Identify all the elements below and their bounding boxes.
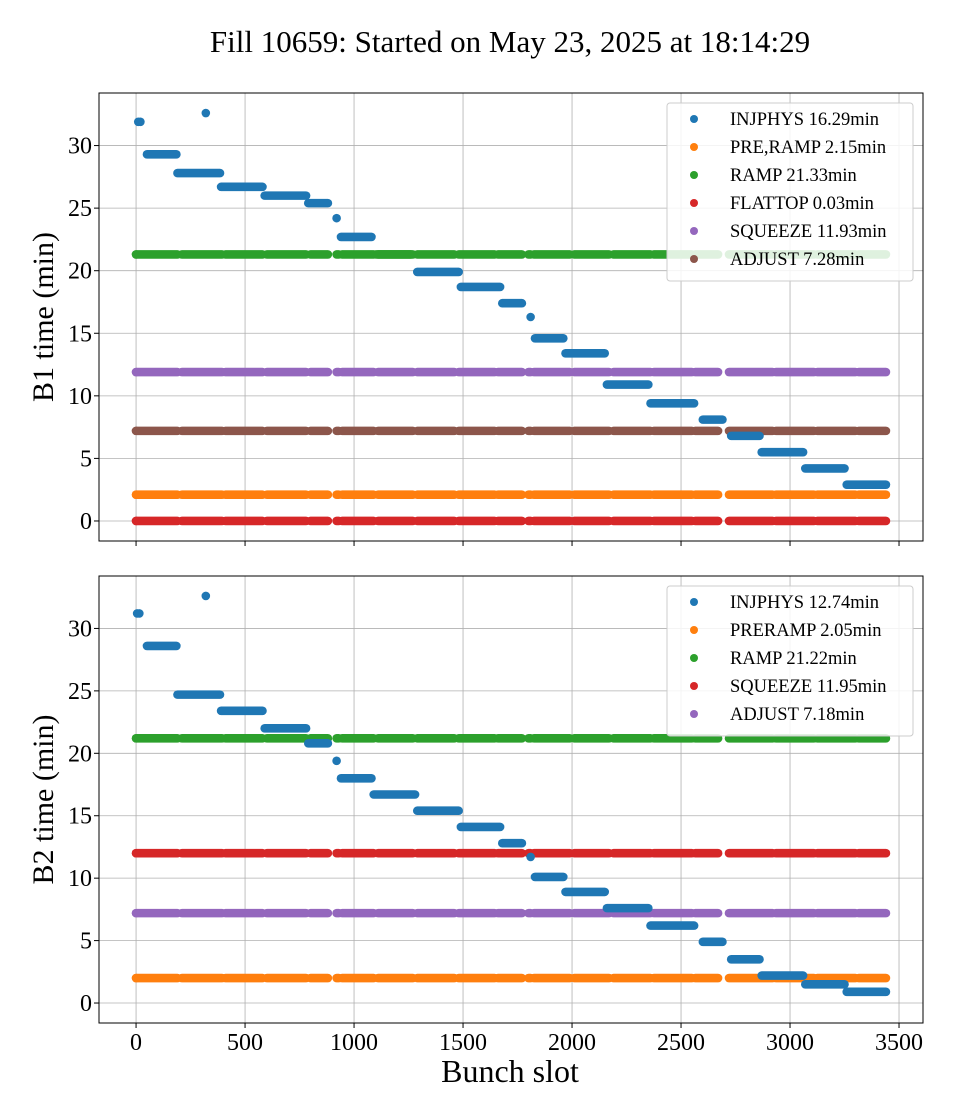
legend-box bbox=[666, 585, 914, 737]
series-injphys-point bbox=[135, 609, 144, 618]
x-tick-label: 3000 bbox=[766, 1030, 814, 1056]
legend-marker bbox=[690, 710, 698, 718]
y-tick-label: 25 bbox=[68, 679, 92, 705]
panel-b1: 0 5 10 15 20 25 30 B1 time (min) INJPHYS 16.29mi… bbox=[27, 92, 924, 546]
x-axis-label: Bunch slot bbox=[441, 1053, 579, 1089]
series-injphys-point bbox=[136, 117, 145, 127]
series-injphys-point bbox=[526, 312, 535, 322]
y-tick-label: 0 bbox=[80, 991, 92, 1017]
legend: INJPHYS 16.29min PRE,RAMP 2.15min RAMP 21.… bbox=[666, 102, 914, 282]
series-injphys-point bbox=[332, 756, 341, 766]
legend-label: PRE,RAMP 2.15min bbox=[730, 138, 886, 158]
series-adjust-point bbox=[131, 426, 141, 436]
y-axis-label: B2 time (min) bbox=[27, 715, 60, 885]
series-injphys-point bbox=[332, 213, 341, 223]
y-tick-label: 20 bbox=[68, 259, 92, 285]
legend-label: ADJUST 7.18min bbox=[730, 705, 864, 725]
legend-marker bbox=[690, 654, 698, 662]
panel-b2: 0 500 1000 1500 2000 2500 3000 3500 0 5 10 15 20 25 30… bbox=[27, 575, 924, 1056]
legend-marker bbox=[690, 115, 698, 123]
legend-marker bbox=[690, 227, 698, 235]
y-tick-label: 30 bbox=[68, 134, 92, 160]
y-tick-label: 30 bbox=[68, 616, 92, 642]
legend-marker bbox=[690, 682, 698, 690]
legend-marker bbox=[690, 255, 698, 263]
x-tick-label: 2000 bbox=[548, 1030, 596, 1056]
series-injphys-point bbox=[201, 108, 211, 118]
series-pre,ramp-point bbox=[131, 490, 141, 499]
legend-label: FLATTOP 0.03min bbox=[730, 194, 874, 214]
y-tick-label: 0 bbox=[80, 509, 92, 535]
y-tick-label: 20 bbox=[68, 741, 92, 767]
x-tick-label: 1500 bbox=[439, 1030, 487, 1056]
series-ramp-point bbox=[131, 250, 141, 259]
legend-box bbox=[666, 102, 914, 282]
y-tick-label: 15 bbox=[68, 804, 92, 830]
x-tick-label: 3500 bbox=[875, 1030, 923, 1056]
x-tick-label: 500 bbox=[227, 1030, 263, 1056]
legend-label: SQUEEZE 11.95min bbox=[730, 677, 887, 697]
y-tick-label: 10 bbox=[68, 866, 92, 892]
y-tick-label: 25 bbox=[68, 196, 92, 222]
legend-label: RAMP 21.33min bbox=[730, 166, 857, 186]
chart-title: Fill 10659: Started on May 23, 2025 at 1… bbox=[210, 24, 810, 59]
legend-label: ADJUST 7.28min bbox=[730, 250, 864, 270]
plot-frame bbox=[98, 92, 924, 542]
series-preramp-point bbox=[131, 973, 141, 983]
y-tick-label: 15 bbox=[68, 321, 92, 347]
legend-label: PRERAMP 2.05min bbox=[730, 621, 881, 641]
y-tick-label: 5 bbox=[80, 929, 92, 955]
series-adjust-point bbox=[131, 908, 141, 918]
legend: INJPHYS 12.74min PRERAMP 2.05min RAMP 21.2… bbox=[666, 585, 914, 737]
series-ramp-point bbox=[131, 734, 141, 743]
y-tick-label: 5 bbox=[80, 446, 92, 472]
legend-marker bbox=[690, 171, 698, 179]
series-squeeze-point bbox=[131, 367, 141, 377]
series-squeeze-point bbox=[131, 848, 141, 858]
legend-marker bbox=[690, 199, 698, 207]
legend-marker bbox=[690, 626, 698, 634]
legend-marker bbox=[690, 598, 698, 606]
x-tick-label: 1000 bbox=[330, 1030, 378, 1056]
x-tick-label: 2500 bbox=[657, 1030, 705, 1056]
legend-label: RAMP 21.22min bbox=[730, 649, 857, 669]
plot-frame bbox=[98, 575, 924, 1024]
legend-label: INJPHYS 16.29min bbox=[730, 110, 879, 130]
legend-label: INJPHYS 12.74min bbox=[730, 593, 879, 613]
y-tick-label: 10 bbox=[68, 384, 92, 410]
series-injphys-point bbox=[526, 852, 535, 862]
x-tick-label: 0 bbox=[130, 1030, 142, 1056]
legend-marker bbox=[690, 143, 698, 151]
series-injphys-point bbox=[201, 591, 211, 601]
legend-label: SQUEEZE 11.93min bbox=[730, 222, 887, 242]
series-flattop-point bbox=[131, 516, 141, 526]
y-axis-label: B1 time (min) bbox=[27, 232, 60, 402]
